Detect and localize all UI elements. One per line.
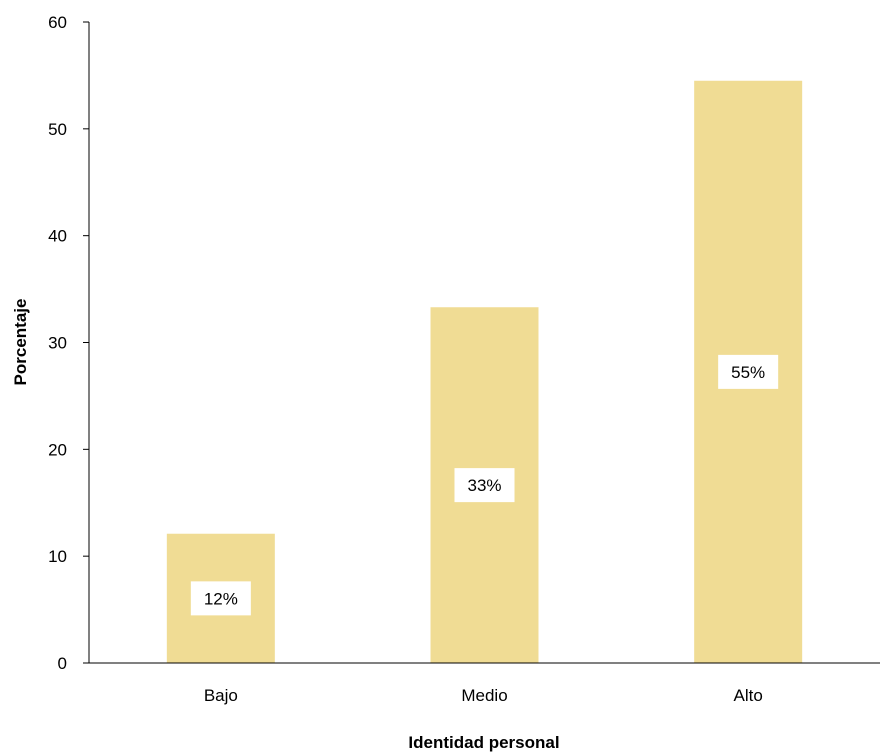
data-label-box bbox=[454, 468, 515, 503]
x-tick-label: Bajo bbox=[204, 686, 238, 705]
data-labels-group: 12% 33% 55% bbox=[190, 354, 779, 616]
y-axis-title: Porcentaje bbox=[11, 299, 30, 386]
data-label-box bbox=[190, 581, 251, 616]
data-label: 33% bbox=[467, 476, 501, 495]
x-tick-label: Alto bbox=[734, 686, 763, 705]
data-label: 12% bbox=[204, 589, 238, 608]
data-label: 55% bbox=[731, 363, 765, 382]
y-tick-label: 60 bbox=[48, 13, 67, 32]
data-label-box bbox=[718, 354, 779, 389]
y-tick-label: 10 bbox=[48, 547, 67, 566]
x-ticks-group: Bajo Medio Alto bbox=[204, 686, 763, 705]
y-tick-label: 50 bbox=[48, 120, 67, 139]
y-tick-label: 40 bbox=[48, 227, 67, 246]
y-tick-label: 30 bbox=[48, 334, 67, 353]
y-ticks-group: 0 10 20 30 40 50 60 bbox=[48, 13, 89, 673]
y-tick-label: 20 bbox=[48, 440, 67, 459]
x-axis-title: Identidad personal bbox=[408, 733, 559, 752]
bars-group bbox=[166, 80, 803, 664]
x-tick-label: Medio bbox=[461, 686, 507, 705]
y-tick-label: 0 bbox=[58, 654, 67, 673]
